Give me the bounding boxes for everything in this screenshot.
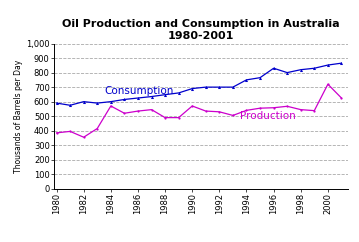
Text: Production: Production bbox=[240, 111, 295, 121]
Title: Oil Production and Consumption in Australia
1980-2001: Oil Production and Consumption in Austra… bbox=[62, 19, 340, 41]
Text: Consumption: Consumption bbox=[104, 86, 173, 96]
Y-axis label: Thousands of Barrels per Day: Thousands of Barrels per Day bbox=[14, 60, 23, 173]
